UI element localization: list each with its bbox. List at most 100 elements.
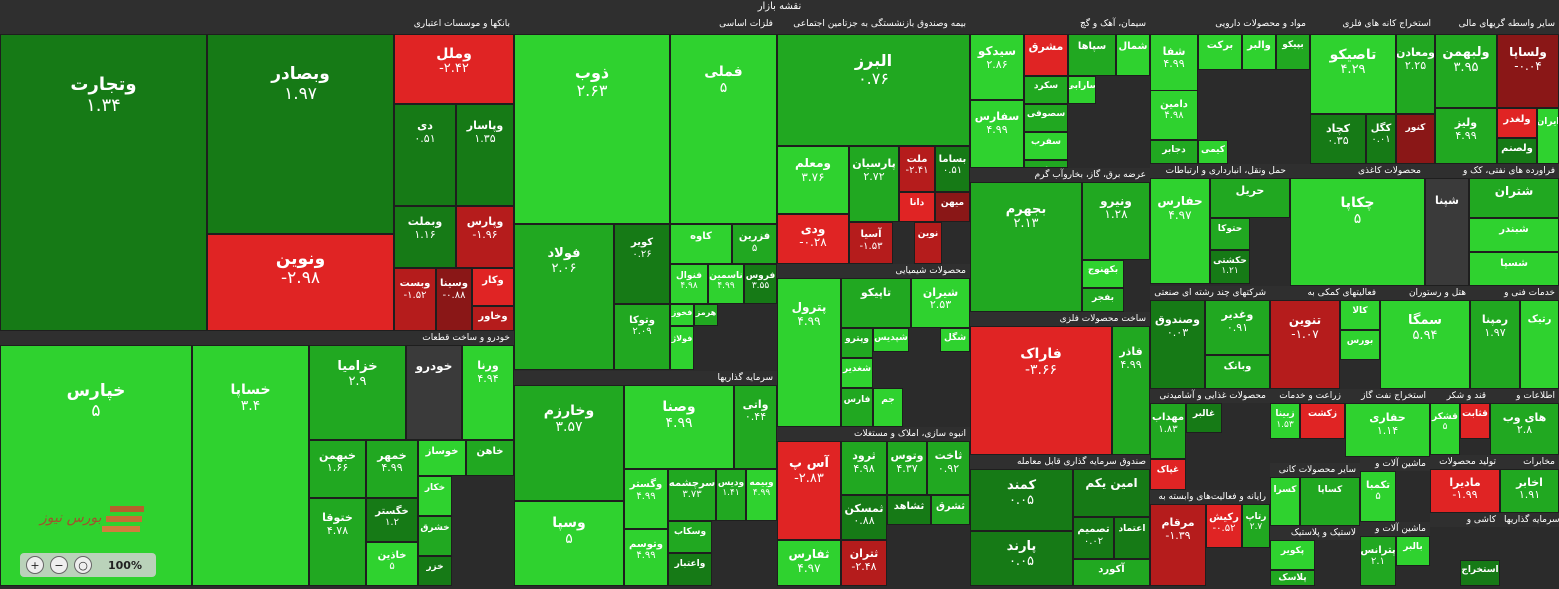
symbol-tile[interactable]: شسپا [1469, 252, 1559, 286]
symbol-tile[interactable]: وتوس ۴.۳۷ [887, 441, 927, 495]
symbol-tile[interactable]: خزر [418, 556, 452, 586]
symbol-tile[interactable]: استخراج [1460, 560, 1500, 586]
symbol-tile[interactable]: قثابت [1460, 403, 1490, 439]
symbol-tile[interactable]: ومعلم ۳.۷۶ [777, 146, 849, 214]
symbol-tile[interactable]: وبصادر ۱.۹۷ [207, 34, 394, 234]
symbol-tile[interactable]: ثشرق [931, 495, 970, 525]
symbol-tile[interactable]: خکار [418, 476, 452, 516]
symbol-tile[interactable]: سیدکو ۲.۸۶ [970, 34, 1024, 100]
symbol-tile[interactable]: کسرا [1270, 477, 1300, 526]
symbol-tile[interactable]: ثفارس ۴.۹۷ [777, 540, 841, 586]
symbol-tile[interactable]: وصنا ۴.۹۹ [624, 385, 734, 469]
symbol-tile[interactable]: آکورد [1073, 559, 1150, 586]
symbol-tile[interactable]: کگل ۰.۰۱ [1366, 114, 1396, 164]
symbol-tile[interactable]: فملی ۵ [670, 34, 777, 224]
symbol-tile[interactable]: خپارس ۵ [0, 345, 192, 586]
symbol-tile[interactable]: شتران [1469, 178, 1559, 218]
symbol-tile[interactable]: کساپا [1300, 477, 1360, 526]
symbol-tile[interactable]: فخوز [670, 304, 694, 326]
symbol-tile[interactable]: والبر [1242, 34, 1276, 70]
symbol-tile[interactable]: شپدیس [873, 328, 909, 352]
symbol-tile[interactable]: بپیکو [1276, 34, 1310, 70]
zoom-reset-icon[interactable]: ○ [74, 556, 92, 574]
symbol-tile[interactable]: غالبر [1186, 403, 1222, 433]
symbol-tile[interactable]: سمگا ۵.۹۴ [1380, 300, 1470, 389]
symbol-tile[interactable]: مرقام -۱.۳۹ [1150, 504, 1206, 586]
symbol-tile[interactable]: آس پ -۲.۸۳ [777, 441, 841, 540]
symbol-tile[interactable]: وبملت ۱.۱۶ [394, 206, 456, 268]
symbol-tile[interactable]: دجابر [1150, 140, 1198, 164]
symbol-tile[interactable]: چکاپا ۵ [1290, 178, 1425, 286]
symbol-tile[interactable]: وخاور [472, 306, 514, 331]
symbol-tile[interactable]: ناسمین ۴.۹۹ [708, 264, 744, 304]
symbol-tile[interactable]: های وب ۲.۸ [1490, 403, 1559, 455]
symbol-tile[interactable]: پارسیان ۲.۷۲ [849, 146, 899, 222]
symbol-tile[interactable]: خزامیا ۲.۹ [309, 345, 406, 440]
symbol-tile[interactable]: دانا [899, 192, 935, 222]
symbol-tile[interactable]: فولاژ [670, 326, 694, 370]
symbol-tile[interactable]: حفارس ۴.۹۷ [1150, 178, 1210, 284]
symbol-tile[interactable]: فروس ۳.۵۵ [744, 264, 777, 304]
symbol-tile[interactable]: بجهرم ۲.۱۳ [970, 182, 1082, 312]
symbol-tile[interactable]: وبیمه ۴.۹۹ [746, 469, 777, 521]
symbol-tile[interactable]: میهن [935, 192, 970, 222]
symbol-tile[interactable]: ومعادن ۲.۲۵ [1396, 34, 1435, 114]
symbol-tile[interactable]: فاذر ۴.۹۹ [1112, 326, 1150, 455]
symbol-tile[interactable]: پلاسک [1270, 570, 1315, 586]
symbol-tile[interactable]: رتیک [1520, 300, 1559, 389]
symbol-tile[interactable]: خگستر ۱.۲ [366, 498, 418, 542]
symbol-tile[interactable]: دامین ۴.۹۸ [1150, 90, 1198, 140]
symbol-tile[interactable]: تکمبا ۵ [1360, 471, 1396, 522]
symbol-tile[interactable]: خبهمن ۱.۶۶ [309, 440, 366, 498]
symbol-tile[interactable]: ثاخت ۰.۹۲ [927, 441, 970, 495]
symbol-tile[interactable]: تاصیکو ۴.۲۹ [1310, 34, 1396, 114]
symbol-tile[interactable]: ملت -۲.۴۱ [899, 146, 935, 192]
symbol-tile[interactable]: بساما ۰.۵۱ [935, 146, 970, 192]
symbol-tile[interactable]: سفارس ۴.۹۹ [970, 100, 1024, 168]
symbol-tile[interactable]: شگل [940, 328, 970, 352]
symbol-tile[interactable]: ولساپا -۰.۰۴ [1497, 34, 1559, 108]
symbol-tile[interactable]: سدور [1024, 160, 1068, 168]
symbol-tile[interactable]: زبینا ۱.۵۳ [1270, 403, 1300, 439]
symbol-tile[interactable]: حریل [1210, 178, 1290, 218]
symbol-tile[interactable]: بورس [1340, 330, 1380, 360]
symbol-tile[interactable]: فاراک -۳.۶۶ [970, 326, 1112, 455]
symbol-tile[interactable]: وسکاب [668, 521, 712, 553]
symbol-tile[interactable]: ثرود ۴.۹۸ [841, 441, 887, 495]
symbol-tile[interactable]: بفجر [1082, 288, 1124, 312]
symbol-tile[interactable]: خساپا ۳.۴ [192, 345, 309, 586]
symbol-tile[interactable]: زکشت [1300, 403, 1345, 439]
symbol-tile[interactable]: وتوسم ۴.۹۹ [624, 529, 668, 586]
symbol-tile[interactable]: فزرین ۵ [732, 224, 777, 264]
symbol-tile[interactable]: شبندر [1469, 218, 1559, 252]
symbol-tile[interactable]: ثشاهد [887, 495, 931, 525]
symbol-tile[interactable]: ولغدر [1497, 108, 1537, 138]
symbol-tile[interactable]: فنوال ۴.۹۸ [670, 264, 708, 304]
symbol-tile[interactable]: قشکر ۵ [1430, 403, 1460, 455]
symbol-tile[interactable]: سپاها [1068, 34, 1116, 76]
symbol-tile[interactable]: کویر ۰.۲۶ [614, 224, 670, 304]
symbol-tile[interactable]: حفاری ۱.۱۴ [1345, 403, 1430, 457]
symbol-tile[interactable]: خودرو [406, 345, 462, 440]
symbol-tile[interactable]: مشرق [1024, 34, 1068, 76]
symbol-tile[interactable]: اعتماد [1114, 517, 1150, 559]
symbol-tile[interactable]: رمپنا ۱.۹۷ [1470, 300, 1520, 389]
symbol-tile[interactable]: وتجارت ۱.۳۴ [0, 34, 207, 331]
zoom-in-icon[interactable]: + [26, 556, 44, 574]
symbol-tile[interactable]: حکشتی ۱.۲۱ [1210, 250, 1250, 284]
symbol-tile[interactable]: دی ۰.۵۱ [394, 104, 456, 206]
symbol-tile[interactable]: ختوقا ۴.۷۸ [309, 498, 366, 586]
symbol-tile[interactable]: کاوه [670, 224, 732, 264]
symbol-tile[interactable]: اخابر ۱.۹۱ [1500, 469, 1559, 513]
symbol-tile[interactable]: بکهنوج [1082, 260, 1124, 288]
symbol-tile[interactable]: کیمی [1198, 140, 1228, 164]
symbol-tile[interactable]: واعتبار [668, 553, 712, 586]
symbol-tile[interactable]: برکت [1198, 34, 1242, 70]
symbol-tile[interactable]: تاپیکو [841, 278, 911, 328]
symbol-tile[interactable]: ولبهمن ۳.۹۵ [1435, 34, 1497, 108]
symbol-tile[interactable]: جم [873, 388, 903, 427]
symbol-tile[interactable]: سکرد [1024, 76, 1068, 104]
symbol-tile[interactable]: شغدیر [841, 358, 873, 388]
symbol-tile[interactable]: کالا [1340, 300, 1380, 330]
symbol-tile[interactable]: حتوکا [1210, 218, 1250, 250]
